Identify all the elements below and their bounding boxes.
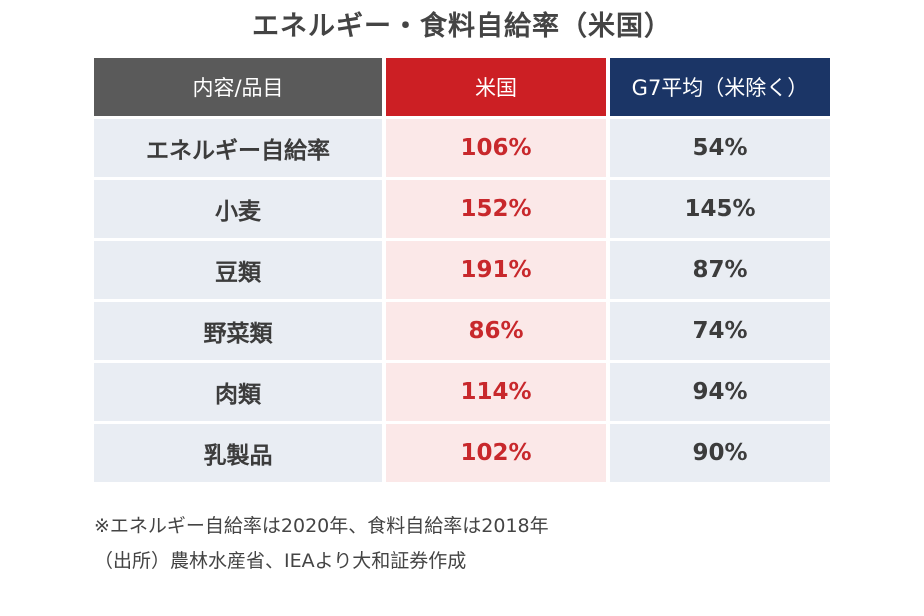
us-value-wheat: 152% [386,180,606,238]
row-label-beans: 豆類 [94,241,382,299]
g7-value-energy: 54% [610,119,830,177]
column-header-us: 米国 [386,58,606,116]
column-header-item: 内容/品目 [94,58,382,116]
g7-value-dairy: 90% [610,424,830,482]
us-value-meat: 114% [386,363,606,421]
row-label-wheat: 小麦 [94,180,382,238]
us-value-beans: 191% [386,241,606,299]
us-value-vegetables: 86% [386,302,606,360]
g7-value-meat: 94% [610,363,830,421]
footnote-source: （出所）農林水産省、IEAより大和証券作成 [94,550,467,572]
g7-value-wheat: 145% [610,180,830,238]
us-value-energy: 106% [386,119,606,177]
column-header-g7: G7平均（米除く） [610,58,830,116]
footnote-years: ※エネルギー自給率は2020年、食料自給率は2018年 [94,515,549,537]
g7-value-beans: 87% [610,241,830,299]
g7-value-vegetables: 74% [610,302,830,360]
row-label-dairy: 乳製品 [94,424,382,482]
row-label-energy: エネルギー自給率 [94,119,382,177]
self-sufficiency-table: 内容/品目 米国 G7平均（米除く） エネルギー自給率 106% 54% 小麦 … [94,58,830,482]
row-label-vegetables: 野菜類 [94,302,382,360]
us-value-dairy: 102% [386,424,606,482]
chart-title: エネルギー・食料自給率（米国） [252,11,672,42]
row-label-meat: 肉類 [94,363,382,421]
